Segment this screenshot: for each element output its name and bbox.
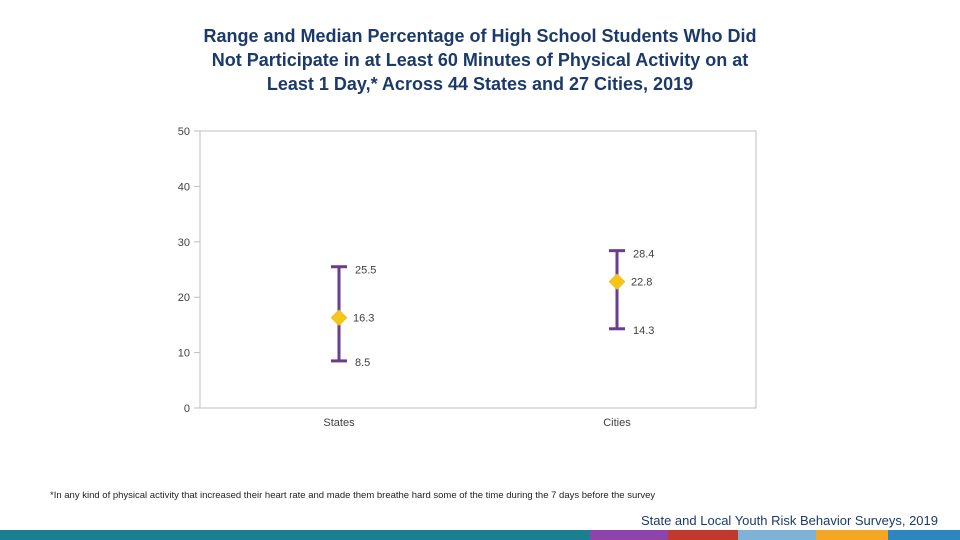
title-line-2: Not Participate in at Least 60 Minutes o… bbox=[211, 50, 749, 70]
median-value-label: 16.3 bbox=[353, 313, 374, 325]
median-marker bbox=[608, 273, 626, 291]
source-citation: State and Local Youth Risk Behavior Surv… bbox=[640, 513, 938, 528]
bottom-bar-segment bbox=[816, 530, 888, 540]
y-tick-label: 20 bbox=[178, 292, 190, 304]
title-line-3: Least 1 Day,* Across 44 States and 27 Ci… bbox=[266, 74, 694, 94]
title-line-1: Range and Median Percentage of High Scho… bbox=[203, 26, 757, 46]
y-tick-label: 40 bbox=[178, 181, 190, 193]
bottom-bar-segment bbox=[590, 530, 668, 540]
footnote: *In any kind of physical activity that i… bbox=[50, 490, 656, 501]
median-marker bbox=[330, 309, 348, 327]
bottom-bar-segment bbox=[738, 530, 816, 540]
min-value-label: 8.5 bbox=[355, 357, 370, 369]
bottom-bar-segment bbox=[668, 530, 738, 540]
y-tick-label: 10 bbox=[178, 348, 190, 360]
chart-title: Range and Median Percentage of High Scho… bbox=[150, 24, 810, 96]
bottom-bar-segment bbox=[888, 530, 960, 540]
max-value-label: 28.4 bbox=[633, 249, 654, 261]
x-tick-label: States bbox=[323, 417, 355, 429]
median-value-label: 22.8 bbox=[631, 277, 652, 289]
y-tick-label: 50 bbox=[178, 126, 190, 138]
bottom-bar-segment bbox=[0, 530, 590, 540]
plot-area-border bbox=[199, 130, 757, 409]
bottom-color-bar bbox=[0, 530, 960, 540]
x-tick-label: Cities bbox=[603, 417, 631, 429]
min-value-label: 14.3 bbox=[633, 325, 654, 337]
y-tick-label: 0 bbox=[184, 403, 190, 415]
max-value-label: 25.5 bbox=[355, 265, 376, 277]
y-tick-label: 30 bbox=[178, 237, 190, 249]
